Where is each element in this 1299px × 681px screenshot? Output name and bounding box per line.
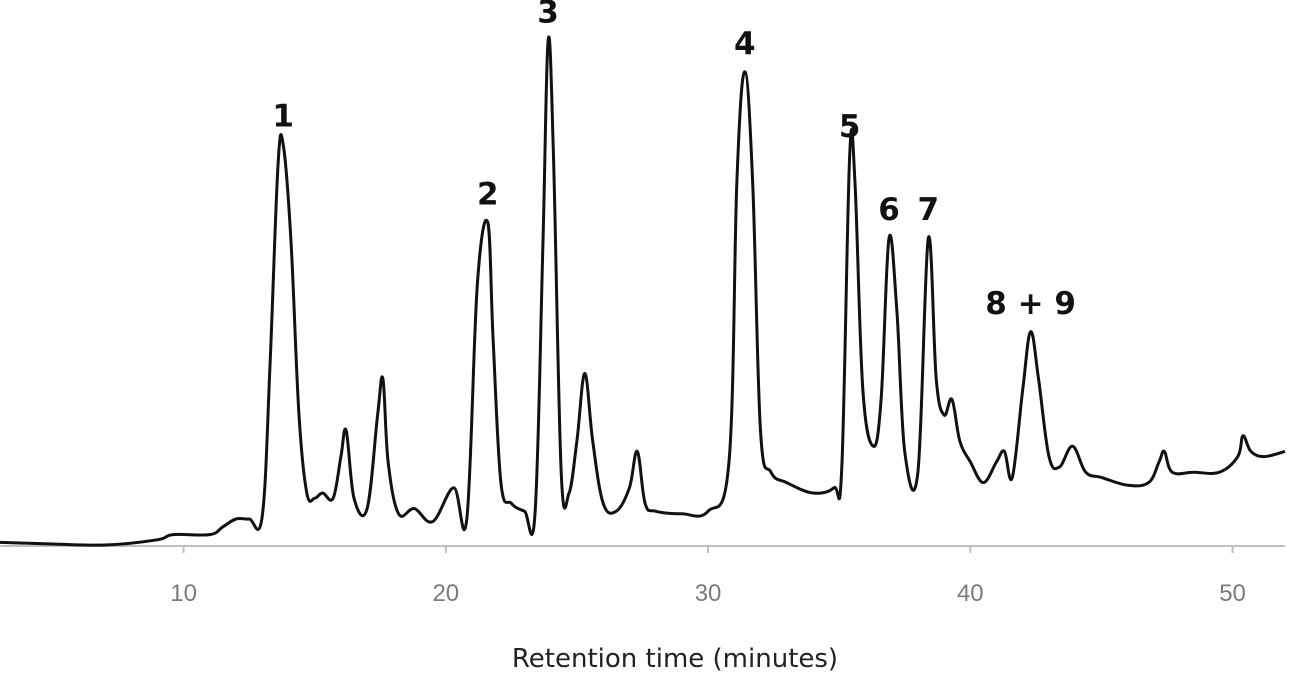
peak-label: 5: [839, 109, 861, 145]
chromatogram-trace: [0, 35, 1286, 547]
x-axis-title: Retention time (minutes): [512, 644, 838, 674]
x-axis-ticks: 10 20 30 40 50: [170, 546, 1246, 607]
peak-label: 6: [878, 192, 900, 228]
peak-label: 3: [537, 0, 559, 31]
x-tick-label: 20: [432, 580, 459, 607]
peak-label: 7: [918, 192, 940, 228]
x-tick-label: 40: [957, 580, 984, 607]
chromatogram-trace-group: [0, 35, 1286, 547]
peak-label: 2: [477, 177, 499, 213]
x-tick-label: 10: [170, 580, 197, 607]
peak-label: 8 + 9: [985, 286, 1076, 322]
peak-labels: 1 2 3 4 5 6 7 8 + 9: [272, 0, 1076, 322]
peak-label: 4: [734, 26, 756, 62]
x-tick-label: 50: [1219, 580, 1246, 607]
x-tick-label: 30: [695, 580, 722, 607]
peak-label: 1: [272, 99, 294, 135]
